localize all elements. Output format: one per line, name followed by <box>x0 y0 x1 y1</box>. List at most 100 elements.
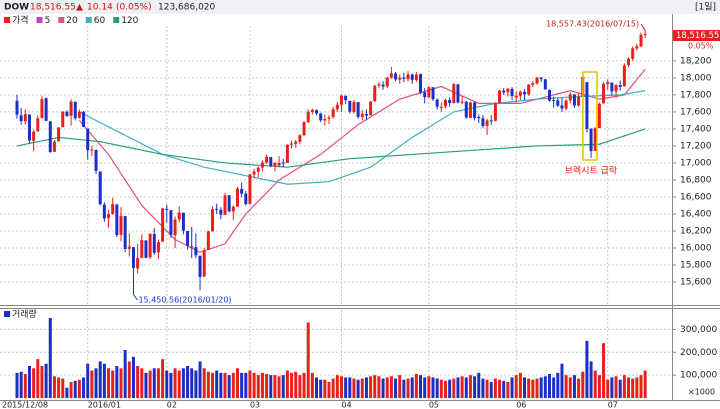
volume-bar <box>140 368 144 398</box>
candle-body <box>543 79 547 90</box>
volume-bar <box>227 375 231 398</box>
candle-body <box>506 88 510 93</box>
moving-average-line <box>16 128 646 168</box>
candle-body <box>552 100 556 102</box>
volume-bar <box>231 372 235 398</box>
annotation-line <box>133 294 138 301</box>
volume-bar <box>69 382 73 398</box>
volume-bar <box>543 376 547 398</box>
candle-body <box>539 77 543 80</box>
candle-body <box>211 209 215 232</box>
candle-body <box>215 208 219 210</box>
volume-bar <box>86 363 90 398</box>
candle-body <box>373 85 377 102</box>
y-tick-label: 18,200 <box>680 56 712 66</box>
y-tick-label: 16,600 <box>680 192 712 202</box>
candle-body <box>564 100 568 109</box>
y-tick-label: 16,400 <box>680 209 712 219</box>
y-tick-label: 100,000 <box>680 371 717 381</box>
volume-bar <box>531 379 535 398</box>
candle-body <box>335 104 339 110</box>
y-tick-label: 300,000 <box>680 325 717 335</box>
volume-bar <box>206 371 210 398</box>
volume-bar <box>48 318 52 398</box>
volume-bar <box>464 377 468 398</box>
volume-bar <box>635 377 639 398</box>
event-highlight <box>582 71 598 161</box>
candle-body <box>527 84 531 95</box>
volume-bar <box>564 375 568 398</box>
volume-bar <box>552 377 556 398</box>
volume-bar <box>90 370 94 398</box>
volume-unit: ×1000 <box>688 388 715 397</box>
candle-body <box>518 91 522 96</box>
volume-bar <box>385 377 389 398</box>
volume-bar <box>535 378 539 398</box>
candle-body <box>202 250 206 277</box>
candle-body <box>44 98 48 121</box>
candle-body <box>589 128 593 152</box>
volume-bar <box>223 372 227 398</box>
volume-bar <box>398 375 402 398</box>
period[interactable]: [1일] <box>695 2 716 13</box>
candle-body <box>439 106 443 108</box>
y-tick-label: 17,400 <box>680 124 712 134</box>
candle-body <box>394 73 398 80</box>
volume-bar <box>581 371 585 398</box>
candle-body <box>98 171 102 205</box>
volume-bar <box>260 372 264 398</box>
candle-body <box>161 208 165 242</box>
candle-body <box>431 87 435 100</box>
candle-body <box>82 111 86 127</box>
candle-body <box>485 120 489 126</box>
volume-bar <box>331 378 335 398</box>
candle-body <box>389 73 393 78</box>
legend-swatch <box>4 311 10 317</box>
candle-body <box>427 87 431 98</box>
volume-bar <box>402 379 406 398</box>
candle-body <box>360 113 364 118</box>
y-tick-label: 16,000 <box>680 244 712 254</box>
annotation-low: 15,450.56(2016/01/20) <box>138 296 231 305</box>
volume-title: 거래량 <box>12 308 37 320</box>
candle-body <box>61 111 65 128</box>
legend-swatch <box>36 17 43 23</box>
candle-body <box>77 111 81 118</box>
candle-body <box>614 84 618 92</box>
volume-bar <box>298 375 302 398</box>
volume-bar <box>618 379 622 398</box>
volume-bar <box>377 376 381 398</box>
volume-bar <box>518 372 522 398</box>
volume-bar <box>585 340 589 398</box>
candle-body <box>265 156 269 163</box>
volume-bar <box>181 368 185 398</box>
volume-bar <box>294 371 298 398</box>
volume-bar <box>194 370 198 398</box>
candle-body <box>15 100 19 115</box>
candle-body <box>40 99 44 118</box>
volume-bar <box>169 372 173 398</box>
volume-bar <box>290 372 294 398</box>
candle-body <box>514 95 518 98</box>
candle-body <box>136 258 140 269</box>
candle-body <box>572 94 576 106</box>
candle-body <box>194 247 198 256</box>
candle-body <box>294 141 298 144</box>
candle-body <box>148 233 152 258</box>
candle-body <box>32 131 36 141</box>
candle-body <box>102 204 106 219</box>
candle-body <box>181 212 185 231</box>
volume-bar <box>589 361 593 398</box>
candle-body <box>631 48 635 59</box>
y-tick-label: 15,800 <box>680 261 712 271</box>
volume-bar <box>448 379 452 398</box>
candle-body <box>302 122 306 136</box>
candle-body <box>602 83 606 104</box>
volume-bar <box>315 377 319 398</box>
candle-body <box>339 95 343 105</box>
moving-average-line <box>78 69 646 253</box>
y-tick-label: 17,000 <box>680 158 712 168</box>
candle-body <box>423 92 427 98</box>
volume-bar <box>136 366 140 398</box>
volume-bar <box>15 372 19 398</box>
